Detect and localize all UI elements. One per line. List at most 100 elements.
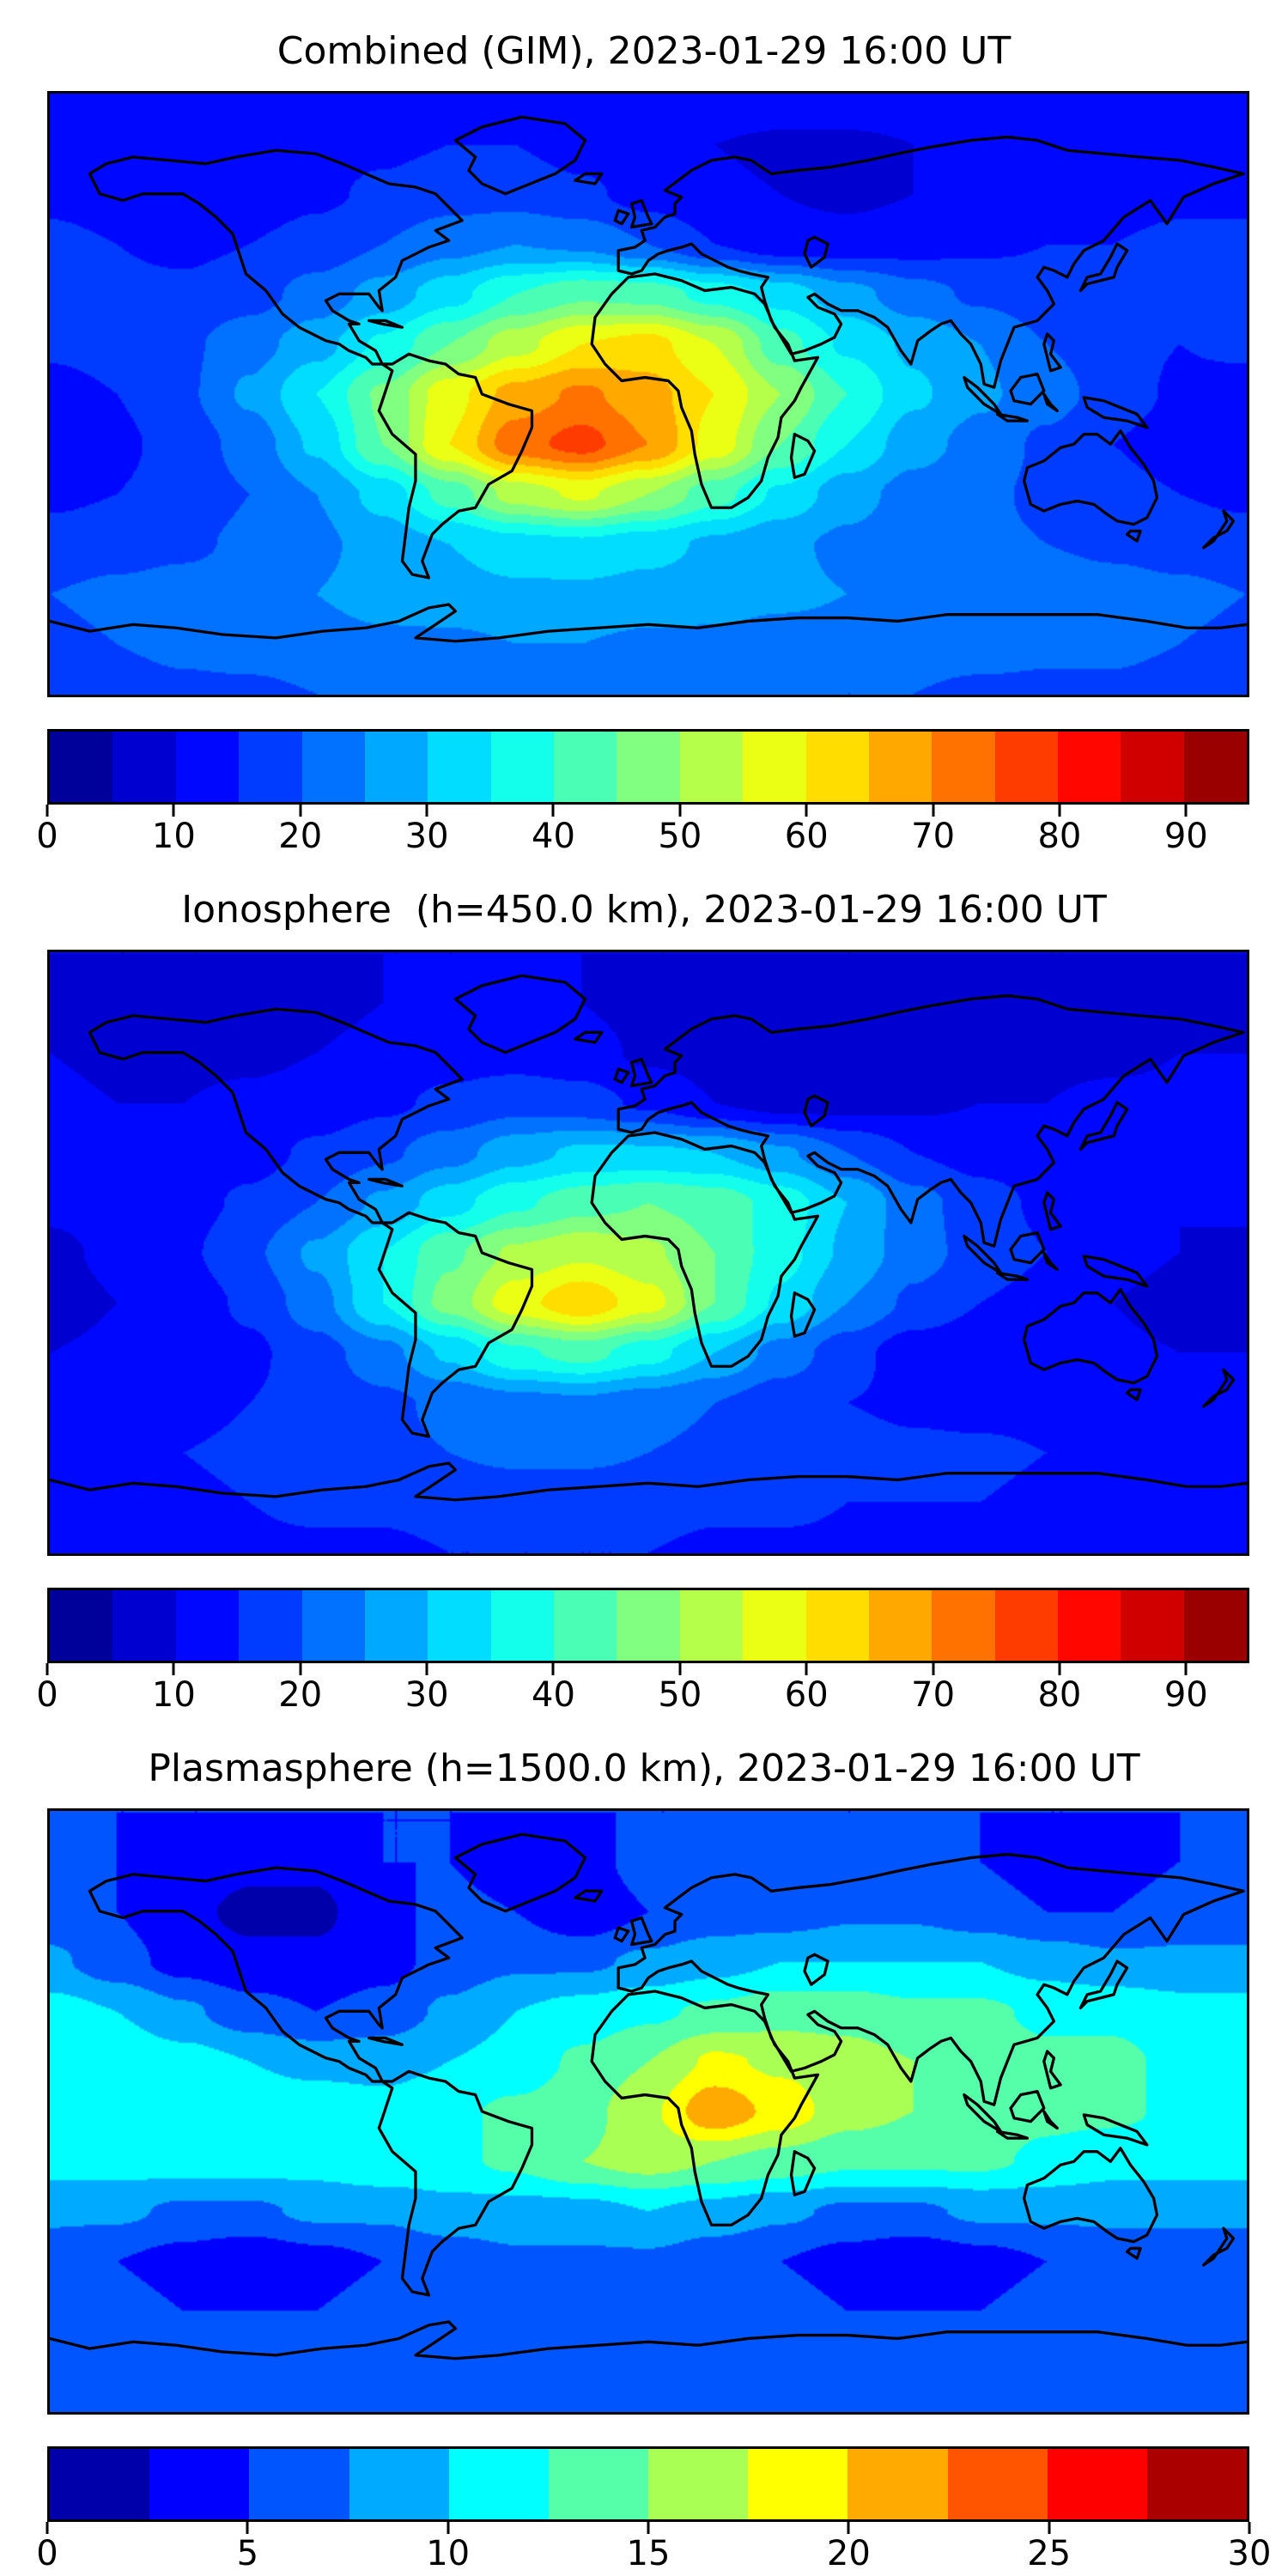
colorbar-ticks: 0 10 20 30 40 50 60 70 80 90	[36, 805, 1249, 858]
colorbar-segment	[743, 732, 806, 802]
colorbar-segment	[1121, 732, 1184, 802]
colorbar-tick-label: 15	[626, 2534, 671, 2573]
colorbar-segment	[994, 732, 1058, 802]
colorbar-segment	[301, 1590, 365, 1661]
colorbar-segment	[1058, 732, 1121, 802]
colorbar-tick	[1058, 1663, 1061, 1675]
colorbar-segment	[1047, 2449, 1147, 2519]
colorbar-segment	[1058, 1590, 1121, 1661]
colorbar-segment	[947, 2449, 1048, 2519]
coastlines-overlay	[50, 1832, 1247, 2360]
colorbar-tick	[46, 1663, 49, 1675]
colorbar-tick	[1184, 1663, 1188, 1675]
colorbar-tick	[551, 1663, 555, 1675]
colorbar-segment	[648, 2449, 749, 2519]
colorbar-tick	[805, 805, 808, 817]
colorbar-tick	[847, 2522, 850, 2534]
tec-contour-canvas	[50, 94, 1247, 695]
colorbar-tick-label: 40	[532, 1675, 575, 1715]
colorbar-segment	[617, 732, 680, 802]
colorbar-segment	[805, 1590, 869, 1661]
colorbar-tick-label: 0	[36, 2534, 58, 2573]
colorbar-tick-label: 20	[826, 2534, 871, 2573]
colorbar-segment	[994, 1590, 1058, 1661]
colorbar-segment	[1146, 2449, 1248, 2519]
panel-plasmasphere: Plasmasphere (h=1500.0 km), 2023-01-29 1…	[0, 1717, 1288, 2576]
colorbar-tick-label: 10	[151, 1675, 196, 1715]
colorbar-tick	[551, 805, 555, 817]
colorbar-segment	[554, 1590, 617, 1661]
panel-title: Plasmasphere (h=1500.0 km), 2023-01-29 1…	[148, 1747, 1140, 1790]
colorbar-segment	[239, 1590, 302, 1661]
colorbar-segment	[1121, 1590, 1184, 1661]
colorbar-segment	[349, 2449, 449, 2519]
tec-contour-canvas	[50, 952, 1247, 1553]
colorbar-segment	[364, 732, 428, 802]
colorbar-tick-label: 30	[404, 1675, 449, 1715]
colorbar-segment	[848, 2449, 948, 2519]
colorbar-tick-label: 0	[36, 1675, 58, 1715]
colorbar-tick-label: 90	[1163, 817, 1208, 856]
colorbar-segment	[1183, 732, 1248, 802]
colorbar-segment	[1183, 1590, 1248, 1661]
colorbar-ticks: 0 5 10 15 20 25 30	[36, 2522, 1271, 2575]
colorbar-tick	[46, 2522, 49, 2534]
colorbar-tick	[1048, 2522, 1051, 2534]
colorbar-tick-label: 70	[911, 1675, 956, 1715]
colorbar-tick	[425, 805, 428, 817]
colorbar-segment	[149, 2449, 250, 2519]
colorbar-segment	[932, 732, 995, 802]
colorbar-tick	[299, 1663, 302, 1675]
panel-ionosphere: Ionosphere (h=450.0 km), 2023-01-29 16:0…	[0, 859, 1288, 1717]
tec-contour-canvas	[50, 1811, 1247, 2412]
colorbar-segment	[490, 732, 554, 802]
colorbar-tick	[647, 2522, 650, 2534]
colorbar-tick-label: 60	[784, 1675, 829, 1715]
colorbar	[47, 729, 1249, 805]
colorbar-segment	[490, 1590, 554, 1661]
colorbar-tick-label: 0	[36, 817, 58, 856]
colorbar-tick-label: 70	[911, 817, 956, 856]
colorbar-tick	[678, 805, 682, 817]
colorbar-segment	[50, 732, 113, 802]
coastlines-overlay	[50, 115, 1247, 643]
colorbar-segment	[679, 732, 744, 802]
colorbar-tick-label: 50	[658, 817, 702, 856]
world-map-combined	[47, 91, 1249, 697]
colorbar	[47, 1588, 1249, 1663]
colorbar-segment	[868, 1590, 933, 1661]
colorbar-tick	[932, 805, 935, 817]
colorbar-tick-label: 10	[426, 2534, 471, 2573]
colorbar-segment	[428, 732, 491, 802]
colorbar-segment	[554, 732, 617, 802]
colorbar-tick-label: 80	[1037, 817, 1082, 856]
colorbar-tick	[246, 2522, 249, 2534]
colorbar-segment	[50, 1590, 113, 1661]
panel-title: Ionosphere (h=450.0 km), 2023-01-29 16:0…	[181, 888, 1107, 932]
colorbar-segment	[239, 732, 302, 802]
colorbar-tick-label: 80	[1037, 1675, 1082, 1715]
colorbar-segment	[548, 2449, 649, 2519]
colorbar-segment	[805, 732, 869, 802]
colorbar-segment	[249, 2449, 349, 2519]
colorbar-tick	[299, 805, 302, 817]
colorbar-tick-label: 60	[784, 817, 829, 856]
colorbar-tick-label: 90	[1163, 1675, 1208, 1715]
colorbar-tick	[932, 1663, 935, 1675]
coastlines-overlay	[50, 974, 1247, 1502]
colorbar-tick	[805, 1663, 808, 1675]
colorbar-tick-label: 40	[532, 817, 575, 856]
world-map-ionosphere	[47, 950, 1249, 1556]
colorbar-segment	[428, 1590, 491, 1661]
colorbar	[47, 2446, 1249, 2522]
colorbar-segment	[112, 732, 176, 802]
colorbar-segment	[868, 732, 933, 802]
colorbar-segment	[748, 2449, 848, 2519]
colorbar-segment	[301, 732, 365, 802]
panel-combined-gim: Combined (GIM), 2023-01-29 16:00 UT 0 10 2…	[0, 0, 1288, 859]
panel-title: Combined (GIM), 2023-01-29 16:00 UT	[276, 29, 1012, 73]
colorbar-tick-label: 20	[278, 817, 323, 856]
colorbar-tick-label: 25	[1027, 2534, 1072, 2573]
colorbar-tick-label: 30	[1227, 2534, 1272, 2573]
